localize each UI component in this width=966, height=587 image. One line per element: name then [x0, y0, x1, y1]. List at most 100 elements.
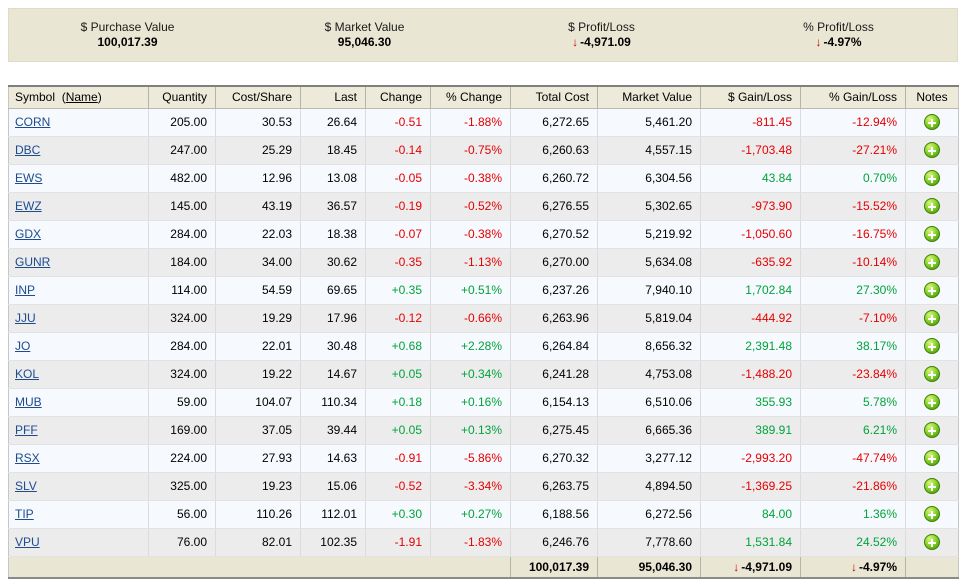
add-note-icon[interactable]: [924, 170, 940, 186]
notes-cell: [905, 276, 959, 305]
add-note-icon[interactable]: [924, 114, 940, 130]
add-note-icon[interactable]: [924, 254, 940, 270]
total-cost-cell: 6,246.76: [510, 528, 598, 557]
quantity-cell: 325.00: [148, 472, 216, 501]
cost-share-cell: 34.00: [215, 248, 301, 277]
quantity-cell: 59.00: [148, 388, 216, 417]
add-note-icon[interactable]: [924, 226, 940, 242]
symbol-cell: GDX: [8, 220, 149, 249]
market-value-cell: 7,778.60: [597, 528, 701, 557]
symbol-link[interactable]: JO: [15, 339, 31, 353]
symbol-link[interactable]: GDX: [15, 227, 42, 241]
last-cell: 69.65: [300, 276, 366, 305]
market-value-cell: 6,665.36: [597, 416, 701, 445]
add-note-icon[interactable]: [924, 142, 940, 158]
market-value-cell: 7,940.10: [597, 276, 701, 305]
table-row: EWZ 145.00 43.19 36.57 -0.19 -0.52% 6,276.55 5,…: [8, 192, 959, 221]
add-note-icon[interactable]: [924, 198, 940, 214]
summary-label: $ Profit/Loss: [568, 20, 635, 34]
cost-share-cell: 30.53: [215, 108, 301, 137]
total-cost-cell: 6,275.45: [510, 416, 598, 445]
total-cost-cell: 6,264.84: [510, 332, 598, 361]
notes-cell: [905, 220, 959, 249]
last-cell: 110.34: [300, 388, 366, 417]
last-cell: 30.48: [300, 332, 366, 361]
cost-share-cell: 19.23: [215, 472, 301, 501]
change-cell: -0.14: [365, 136, 431, 165]
market-value-cell: 6,304.56: [597, 164, 701, 193]
table-row: RSX 224.00 27.93 14.63 -0.91 -5.86% 6,270.32 3,…: [8, 444, 959, 473]
pct-change-cell: -0.52%: [430, 192, 511, 221]
add-note-icon[interactable]: [924, 282, 940, 298]
symbol-cell: SLV: [8, 472, 149, 501]
symbol-link[interactable]: INP: [15, 283, 36, 297]
change-cell: -0.91: [365, 444, 431, 473]
pct-change-cell: +0.51%: [430, 276, 511, 305]
total-cost-cell: 6,263.75: [510, 472, 598, 501]
add-note-icon[interactable]: [924, 506, 940, 522]
totals-pct-gain-loss-value: -4.97%: [858, 559, 897, 574]
down-arrow-icon: ↓: [733, 559, 740, 574]
summary-market-value: $ Market Value 95,046.30: [246, 20, 483, 50]
symbol-link[interactable]: MUB: [15, 395, 42, 409]
cost-share-cell: 22.01: [215, 332, 301, 361]
symbol-link[interactable]: VPU: [15, 535, 40, 549]
add-note-icon[interactable]: [924, 394, 940, 410]
add-note-icon[interactable]: [924, 534, 940, 550]
notes-cell: [905, 136, 959, 165]
add-note-icon[interactable]: [924, 422, 940, 438]
symbol-link[interactable]: KOL: [15, 367, 40, 381]
pct-change-cell: -0.38%: [430, 164, 511, 193]
change-cell: -0.12: [365, 304, 431, 333]
symbol-link[interactable]: GUNR: [15, 255, 51, 269]
add-note-icon[interactable]: [924, 338, 940, 354]
column-header-cost-share: Cost/Share: [215, 85, 301, 109]
notes-cell: [905, 192, 959, 221]
add-note-icon[interactable]: [924, 478, 940, 494]
change-cell: +0.30: [365, 500, 431, 529]
table-row: JJU 324.00 19.29 17.96 -0.12 -0.66% 6,263.96 5,…: [8, 304, 959, 333]
change-cell: +0.05: [365, 360, 431, 389]
pct-gain-loss-cell: -10.14%: [800, 248, 906, 277]
down-arrow-icon: ↓: [850, 559, 857, 574]
pct-gain-loss-cell: -21.86%: [800, 472, 906, 501]
quantity-cell: 205.00: [148, 108, 216, 137]
column-header-last: Last: [300, 85, 366, 109]
market-value-cell: 6,510.06: [597, 388, 701, 417]
symbol-link[interactable]: DBC: [15, 143, 41, 157]
table-row: KOL 324.00 19.22 14.67 +0.05 +0.34% 6,241.28 4,…: [8, 360, 959, 389]
pct-gain-loss-cell: -15.52%: [800, 192, 906, 221]
gain-loss-cell: 389.91: [700, 416, 801, 445]
table-row: MUB 59.00 104.07 110.34 +0.18 +0.16% 6,154.13 6…: [8, 388, 959, 417]
column-header-change: Change: [365, 85, 431, 109]
gain-loss-cell: 1,702.84: [700, 276, 801, 305]
paren-close: ): [97, 90, 102, 105]
cost-share-cell: 12.96: [215, 164, 301, 193]
symbol-link[interactable]: EWS: [15, 171, 43, 185]
pct-change-cell: -0.75%: [430, 136, 511, 165]
down-arrow-icon: ↓: [815, 35, 822, 49]
quantity-cell: 284.00: [148, 332, 216, 361]
summary-profit-loss: $ Profit/Loss ↓ -4,971.09: [483, 20, 720, 50]
name-toggle-link[interactable]: Name: [65, 90, 98, 105]
symbol-link[interactable]: CORN: [15, 115, 51, 129]
gain-loss-cell: -1,703.48: [700, 136, 801, 165]
symbol-link[interactable]: TIP: [15, 507, 34, 521]
table-row: GUNR 184.00 34.00 30.62 -0.35 -1.13% 6,270.00 5…: [8, 248, 959, 277]
add-note-icon[interactable]: [924, 366, 940, 382]
column-header-symbol: Symbol (Name): [8, 85, 149, 109]
pct-change-cell: +0.16%: [430, 388, 511, 417]
add-note-icon[interactable]: [924, 310, 940, 326]
table-row: VPU 76.00 82.01 102.35 -1.91 -1.83% 6,246.76 7,…: [8, 528, 959, 557]
cost-share-cell: 19.29: [215, 304, 301, 333]
symbol-cell: EWS: [8, 164, 149, 193]
column-header-market-value: Market Value: [597, 85, 701, 109]
symbol-cell: PFF: [8, 416, 149, 445]
symbol-link[interactable]: PFF: [15, 423, 38, 437]
cost-share-cell: 110.26: [215, 500, 301, 529]
symbol-link[interactable]: JJU: [15, 311, 36, 325]
symbol-link[interactable]: EWZ: [15, 199, 42, 213]
symbol-link[interactable]: SLV: [15, 479, 37, 493]
add-note-icon[interactable]: [924, 450, 940, 466]
symbol-link[interactable]: RSX: [15, 451, 40, 465]
